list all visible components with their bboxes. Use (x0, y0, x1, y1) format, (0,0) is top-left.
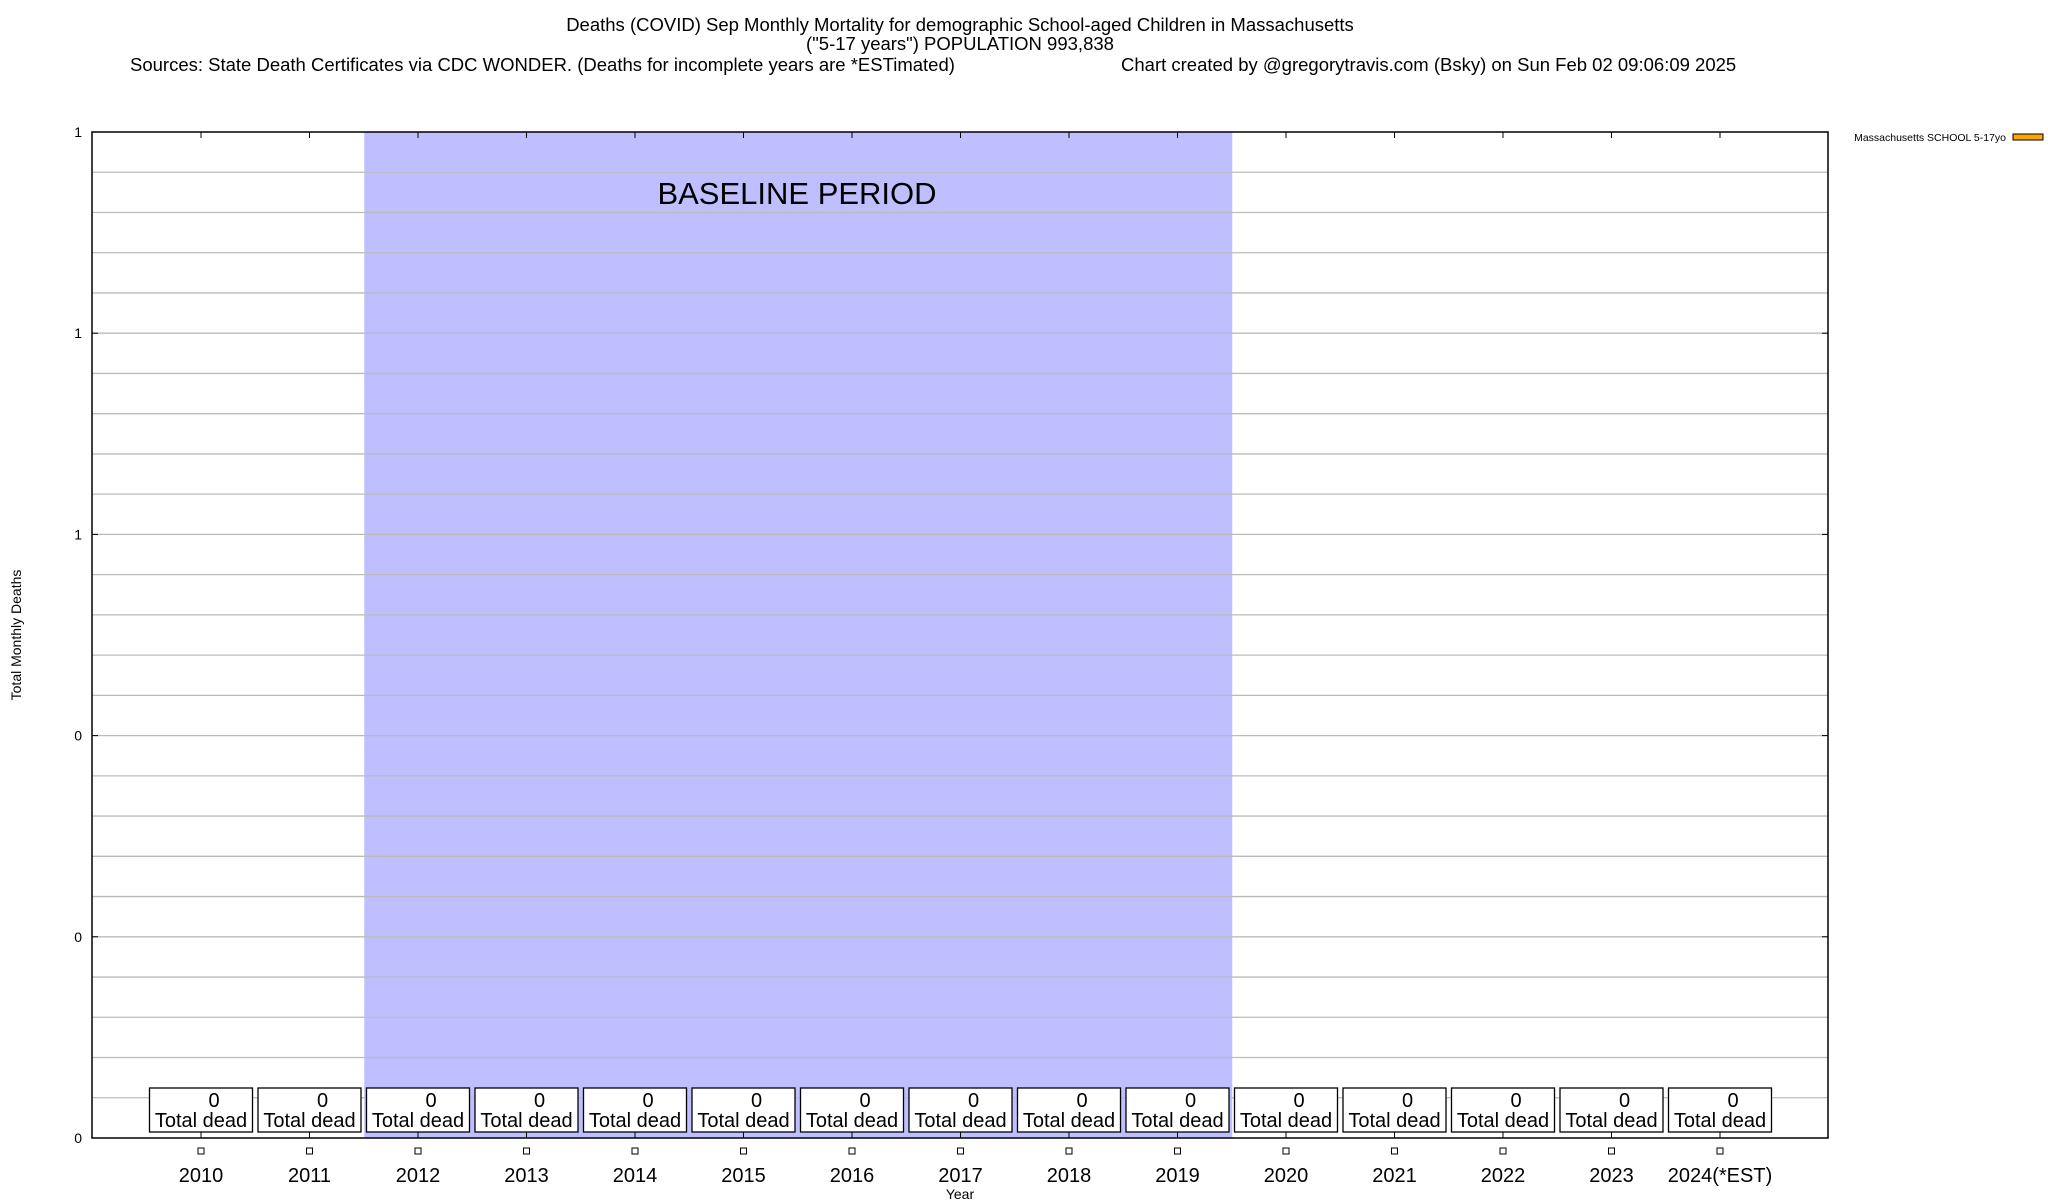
x-point-marker (306, 1147, 313, 1155)
data-label-value: 0 (642, 1090, 653, 1112)
data-label-text: Total dead (1674, 1110, 1766, 1132)
data-label-text: Total dead (263, 1110, 355, 1132)
data-label-text: Total dead (1240, 1110, 1332, 1132)
x-tick-label: 2024(*EST) (1668, 1165, 1773, 1187)
x-tick-label: 2011 (288, 1165, 331, 1187)
x-point-marker (1065, 1147, 1073, 1155)
data-label-text: Total dead (480, 1110, 572, 1132)
data-label-box (1559, 1087, 1664, 1133)
data-label-value: 0 (1510, 1090, 1521, 1112)
y-tick-label: 0 (74, 929, 82, 945)
data-label-text: Total dead (914, 1110, 1006, 1132)
x-tick-label: 2017 (938, 1165, 983, 1187)
x-tick-label: 2013 (504, 1165, 549, 1187)
data-label-value: 0 (1619, 1090, 1630, 1112)
x-tick-label: 2021 (1372, 1165, 1417, 1187)
x-point-marker (1716, 1147, 1724, 1155)
data-label-text: Total dead (1023, 1110, 1115, 1132)
data-label-box (257, 1087, 362, 1133)
data-label-value: 0 (968, 1090, 979, 1112)
data-label-box (582, 1087, 688, 1133)
legend-swatch (2012, 133, 2044, 141)
data-label-box (1450, 1087, 1556, 1133)
data-label-text: Total dead (155, 1110, 247, 1132)
chart-title-line-1: Deaths (COVID) Sep Monthly Mortality for… (566, 14, 1354, 35)
data-label-text: Total dead (589, 1110, 681, 1132)
y-tick-label: 0 (74, 728, 82, 744)
x-point-marker (1391, 1147, 1398, 1155)
x-point-marker (740, 1147, 747, 1155)
data-label-value: 0 (1076, 1090, 1087, 1112)
data-label-value: 0 (1727, 1090, 1738, 1112)
x-point-marker (197, 1147, 205, 1155)
baseline-period-shade (364, 132, 1233, 1138)
x-point-marker (1499, 1147, 1507, 1155)
data-label-box (691, 1087, 796, 1133)
data-label-value: 0 (859, 1090, 870, 1112)
data-label-box (148, 1087, 254, 1133)
x-point-marker (414, 1147, 422, 1155)
data-label-box (1233, 1087, 1339, 1133)
chart-title-line-2: ("5-17 years") POPULATION 993,838 (806, 33, 1114, 54)
data-label-value: 0 (534, 1090, 545, 1112)
data-label-text: Total dead (1131, 1110, 1223, 1132)
x-tick-label: 2016 (830, 1165, 875, 1187)
data-label-value: 0 (208, 1090, 219, 1112)
x-point-marker (957, 1147, 964, 1155)
data-label-value: 0 (1185, 1090, 1196, 1112)
data-label-box (799, 1087, 905, 1133)
data-label-text: Total dead (1457, 1110, 1549, 1132)
data-label-box (474, 1087, 579, 1133)
y-axis-label: Total Monthly Deaths (8, 570, 24, 701)
chart-credit: Chart created by @gregorytravis.com (Bsk… (1121, 54, 1736, 75)
x-point-marker (1608, 1147, 1615, 1155)
y-tick-label: 0 (74, 1130, 82, 1146)
x-axis-label: Year (946, 1186, 975, 1200)
chart-sources: Sources: State Death Certificates via CD… (130, 54, 955, 75)
x-point-marker (1282, 1147, 1290, 1155)
x-tick-label: 2015 (721, 1165, 766, 1187)
data-label-value: 0 (425, 1090, 436, 1112)
x-tick-label: 2014 (613, 1165, 658, 1187)
y-tick-label: 1 (74, 526, 82, 542)
data-label-text: Total dead (1565, 1110, 1657, 1132)
legend: Massachusetts SCHOOL 5-17yo (1854, 132, 2044, 144)
x-tick-label: 2010 (179, 1165, 224, 1187)
data-label-value: 0 (751, 1090, 762, 1112)
x-tick-label: 2012 (396, 1165, 441, 1187)
x-point-marker (523, 1147, 530, 1155)
data-label-value: 0 (1402, 1090, 1413, 1112)
x-tick-label: 2022 (1481, 1165, 1526, 1187)
x-tick-label: 2018 (1047, 1165, 1092, 1187)
x-point-marker (848, 1147, 856, 1155)
data-label-box (1016, 1087, 1122, 1133)
data-label-text: Total dead (806, 1110, 898, 1132)
data-label-value: 0 (317, 1090, 328, 1112)
data-label-text: Total dead (1348, 1110, 1440, 1132)
x-tick-label: 2019 (1155, 1165, 1200, 1187)
x-point-marker (1174, 1147, 1181, 1155)
data-label-box (1342, 1087, 1447, 1133)
data-label-box (1667, 1087, 1773, 1133)
data-label-value: 0 (1293, 1090, 1304, 1112)
data-label-text: Total dead (372, 1110, 464, 1132)
baseline-label: BASELINE PERIOD (657, 176, 936, 211)
y-tick-label: 1 (74, 124, 82, 140)
y-tick-label: 1 (74, 325, 82, 341)
x-tick-label: 2020 (1264, 1165, 1309, 1187)
data-label-box (365, 1087, 471, 1133)
x-tick-label: 2023 (1589, 1165, 1634, 1187)
data-label-box (908, 1087, 1013, 1133)
data-label-text: Total dead (697, 1110, 789, 1132)
legend-label: Massachusetts SCHOOL 5-17yo (1854, 132, 2006, 144)
x-point-marker (631, 1147, 639, 1155)
data-label-box (1125, 1087, 1230, 1133)
